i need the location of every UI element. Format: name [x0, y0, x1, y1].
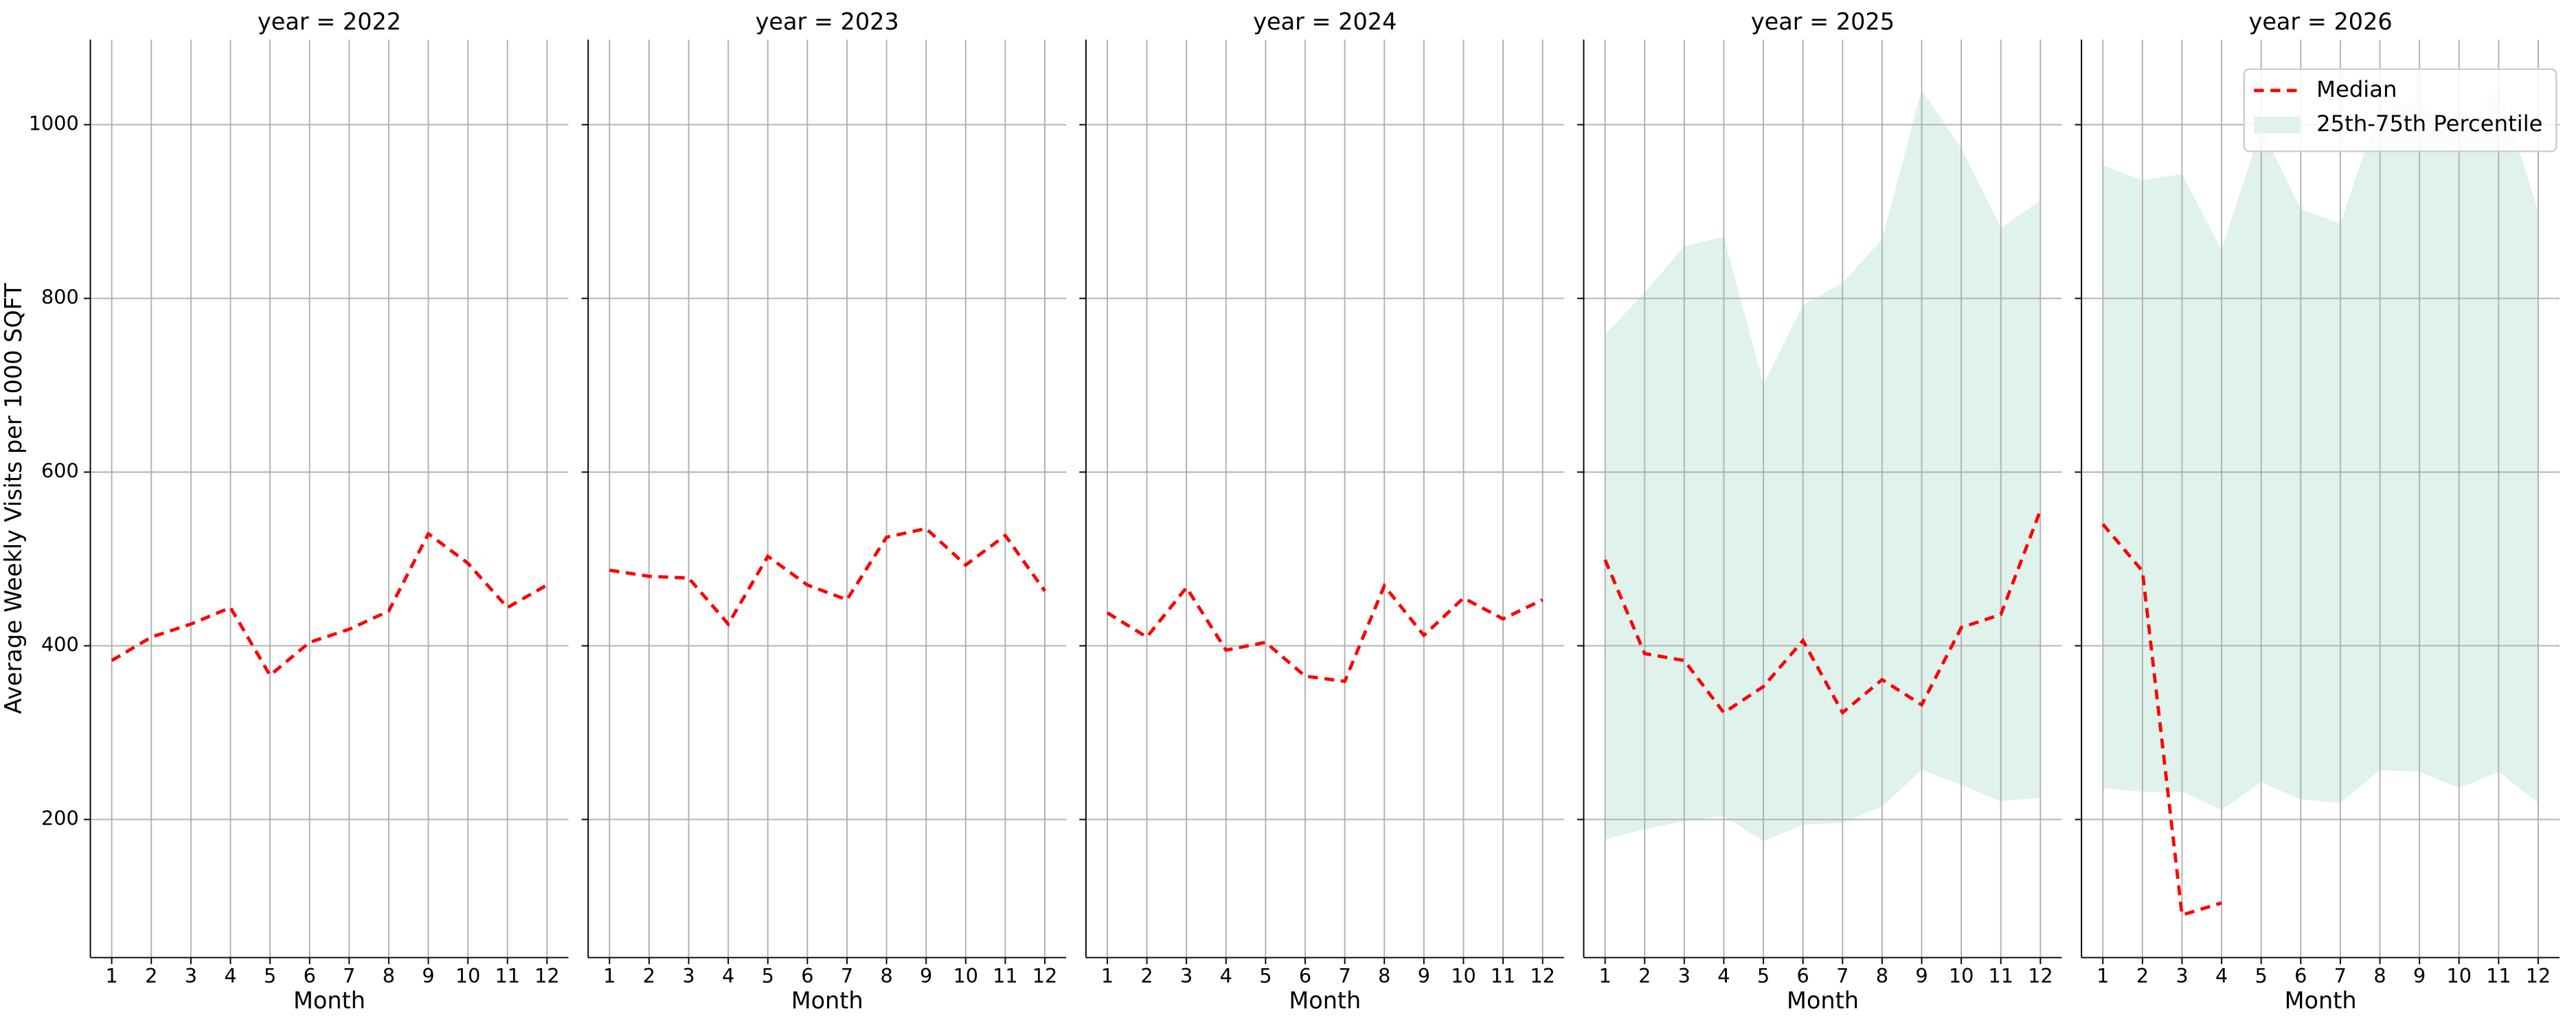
- median-line: [111, 531, 548, 678]
- x-tick-label: 10: [2446, 964, 2472, 987]
- x-tick-label: 1: [1598, 964, 1611, 987]
- x-tick-label: 5: [2255, 964, 2268, 987]
- y-tick-label: 400: [41, 632, 79, 656]
- x-tick-label: 2: [643, 964, 655, 987]
- y-tick-label: 1000: [29, 112, 79, 135]
- x-tick-label: 12: [1530, 964, 1555, 987]
- median-line: [1603, 510, 2042, 716]
- legend-swatch: [2254, 117, 2301, 133]
- x-tick-label: 6: [2294, 964, 2307, 987]
- x-tick-label: 3: [682, 964, 694, 987]
- panel-title: year = 2024: [1253, 8, 1397, 35]
- legend-label: Median: [2316, 76, 2397, 102]
- x-tick-label: 3: [2176, 964, 2188, 987]
- x-tick-label: 8: [1876, 964, 1888, 987]
- x-axis-label: Month: [1787, 987, 1859, 1014]
- x-tick-label: 3: [1180, 964, 1193, 987]
- y-tick-label: 600: [41, 459, 79, 483]
- x-tick-label: 1: [603, 964, 615, 987]
- x-tick-label: 10: [1949, 964, 1974, 987]
- median-line: [609, 527, 1046, 627]
- x-tick-label: 4: [1220, 964, 1232, 987]
- x-tick-label: 5: [762, 964, 774, 987]
- x-tick-label: 8: [1378, 964, 1390, 987]
- y-tick-label: 800: [41, 286, 79, 309]
- x-tick-label: 7: [1836, 964, 1849, 987]
- panel-title: year = 2022: [258, 8, 401, 35]
- x-tick-label: 7: [1338, 964, 1351, 987]
- x-tick-label: 11: [2486, 964, 2511, 987]
- x-tick-label: 9: [2413, 964, 2426, 987]
- x-tick-label: 5: [1757, 964, 1770, 987]
- median-line: [1106, 582, 1544, 683]
- x-tick-label: 12: [1032, 964, 1058, 987]
- x-tick-label: 6: [801, 964, 813, 987]
- x-tick-label: 2: [145, 964, 157, 987]
- x-tick-label: 12: [2028, 964, 2053, 987]
- x-tick-label: 3: [1678, 964, 1691, 987]
- x-tick-label: 8: [383, 964, 395, 987]
- x-tick-label: 3: [185, 964, 197, 987]
- legend-box: [2243, 68, 2557, 152]
- x-tick-label: 7: [841, 964, 853, 987]
- x-tick-label: 6: [1797, 964, 1809, 987]
- panel-title: year = 2023: [756, 8, 899, 35]
- x-tick-label: 9: [422, 964, 434, 987]
- panel-title: year = 2026: [2249, 8, 2393, 35]
- x-tick-label: 9: [920, 964, 932, 987]
- x-tick-label: 9: [1915, 964, 1928, 987]
- x-tick-label: 10: [455, 964, 481, 987]
- x-tick-label: 5: [264, 964, 276, 987]
- x-tick-label: 1: [1101, 964, 1114, 987]
- x-axis-label: Month: [293, 987, 365, 1014]
- x-tick-label: 6: [304, 964, 316, 987]
- x-axis-label: Month: [1289, 987, 1361, 1014]
- x-tick-label: 8: [2373, 964, 2386, 987]
- x-tick-label: 12: [534, 964, 560, 987]
- x-tick-label: 4: [1717, 964, 1730, 987]
- legend-label: 25th-75th Percentile: [2316, 111, 2542, 137]
- x-tick-label: 1: [2097, 964, 2109, 987]
- x-tick-label: 7: [343, 964, 355, 987]
- x-tick-label: 8: [880, 964, 892, 987]
- panel-title: year = 2025: [1751, 8, 1895, 35]
- x-tick-label: 4: [224, 964, 236, 987]
- y-tick-label: 200: [41, 806, 79, 829]
- x-tick-label: 6: [1299, 964, 1311, 987]
- x-tick-label: 1: [106, 964, 118, 987]
- x-tick-label: 12: [2526, 964, 2551, 987]
- median-line: [2101, 523, 2222, 917]
- x-tick-label: 4: [2215, 964, 2228, 987]
- percentile-band: [2103, 85, 2538, 810]
- x-tick-label: 9: [1418, 964, 1430, 987]
- x-tick-label: 7: [2334, 964, 2347, 987]
- x-tick-label: 10: [1451, 964, 1476, 987]
- x-tick-label: 2: [1638, 964, 1651, 987]
- x-tick-label: 11: [1988, 964, 2013, 987]
- percentile-band: [1605, 89, 2041, 842]
- x-tick-label: 11: [495, 964, 521, 987]
- x-tick-label: 10: [953, 964, 979, 987]
- x-tick-label: 11: [993, 964, 1018, 987]
- x-tick-label: 2: [2136, 964, 2149, 987]
- x-axis-label: Month: [2285, 987, 2357, 1014]
- x-tick-label: 4: [722, 964, 734, 987]
- y-axis-label: Average Weekly Visits per 1000 SQFT: [0, 283, 27, 714]
- x-axis-label: Month: [791, 987, 863, 1014]
- x-tick-label: 5: [1259, 964, 1272, 987]
- x-tick-label: 2: [1140, 964, 1153, 987]
- x-tick-label: 11: [1491, 964, 1516, 987]
